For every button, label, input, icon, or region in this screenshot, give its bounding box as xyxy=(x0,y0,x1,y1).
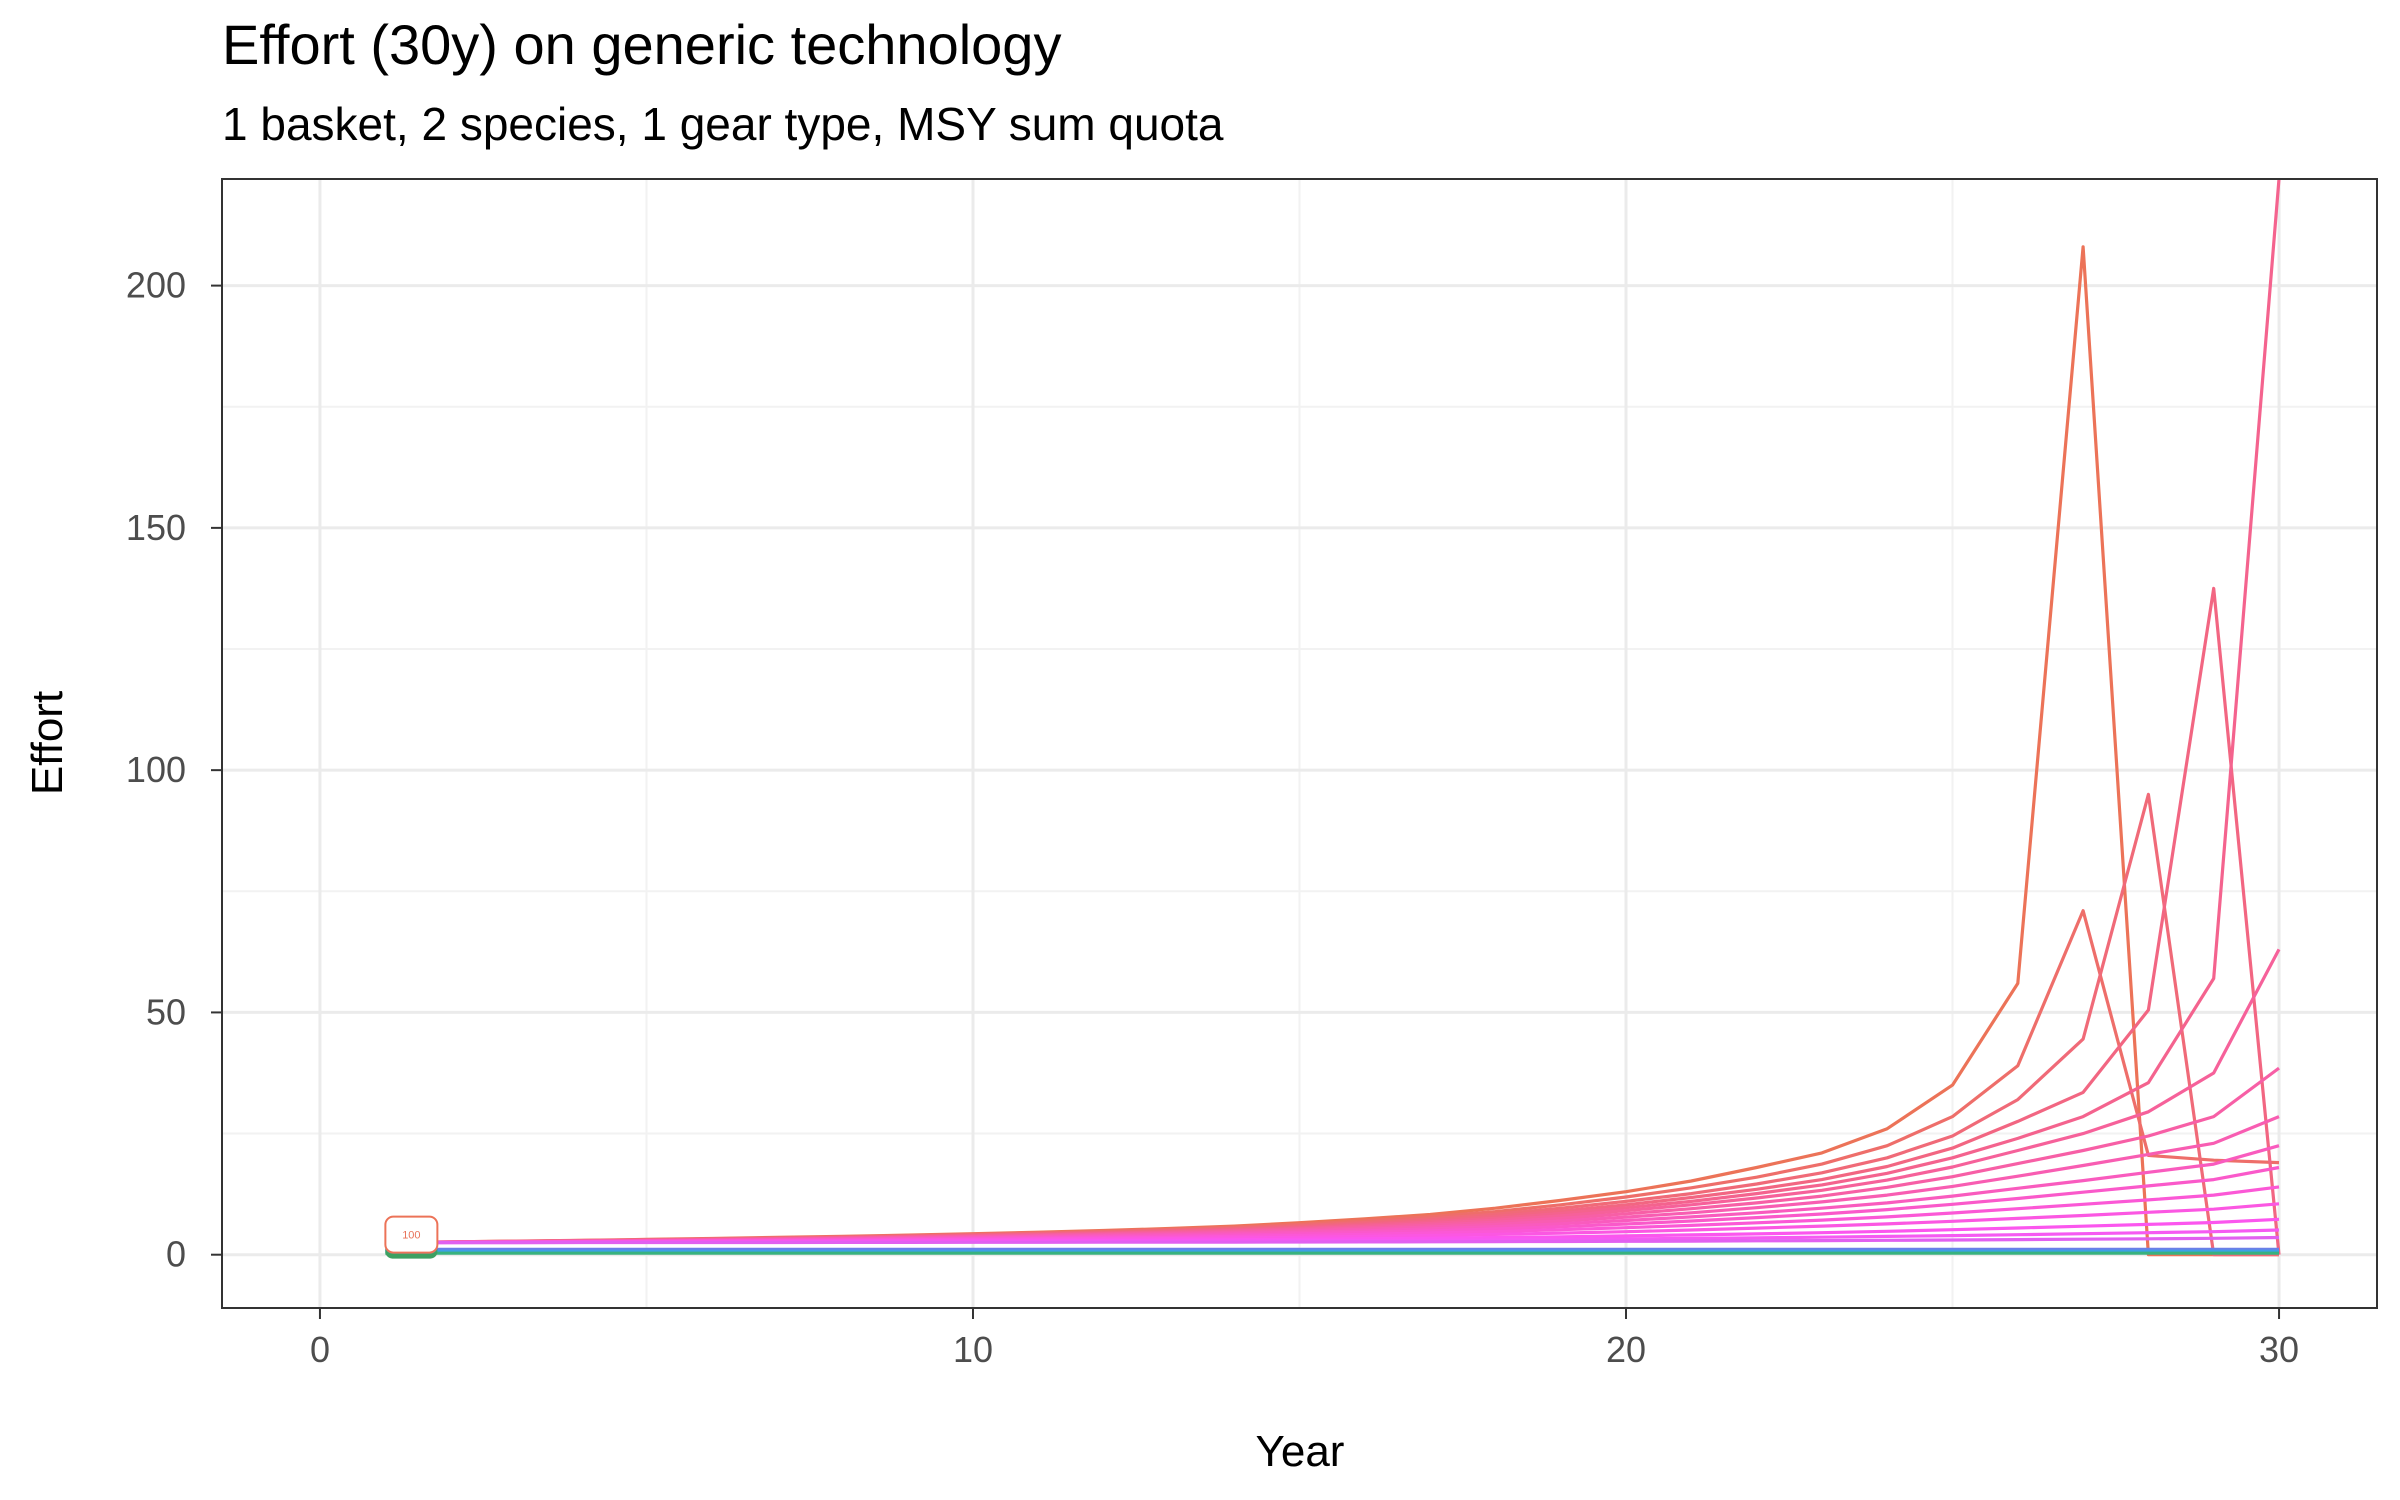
chart-title: Effort (30y) on generic technology xyxy=(222,13,1061,76)
x-axis-title: Year xyxy=(1256,1427,1345,1476)
y-tick-label: 200 xyxy=(126,265,186,306)
series-line-15 xyxy=(385,1235,2280,1245)
label-box xyxy=(384,1215,439,1254)
x-tick-label: 10 xyxy=(953,1329,993,1370)
x-tick-label: 20 xyxy=(1606,1329,1646,1370)
label-box-text: 100 xyxy=(402,1230,420,1242)
y-tick-label: 150 xyxy=(126,507,186,548)
plot-panel-border xyxy=(221,178,2378,1309)
y-tick-label: 0 xyxy=(166,1234,186,1275)
axes: 0 10 20 30 0 50 100 150 200 xyxy=(126,265,2299,1370)
grid xyxy=(222,179,2377,1308)
chart-subtitle: 1 basket, 2 species, 1 gear type, MSY su… xyxy=(222,98,1224,150)
label-box-layer: 100 xyxy=(384,1215,439,1259)
x-tick-label: 30 xyxy=(2259,1329,2299,1370)
y-axis-title: Effort xyxy=(23,691,72,795)
y-tick-label: 50 xyxy=(146,991,186,1032)
y-tick-label: 100 xyxy=(126,749,186,790)
series-lines xyxy=(385,178,2281,1257)
x-tick-label: 0 xyxy=(310,1329,330,1370)
